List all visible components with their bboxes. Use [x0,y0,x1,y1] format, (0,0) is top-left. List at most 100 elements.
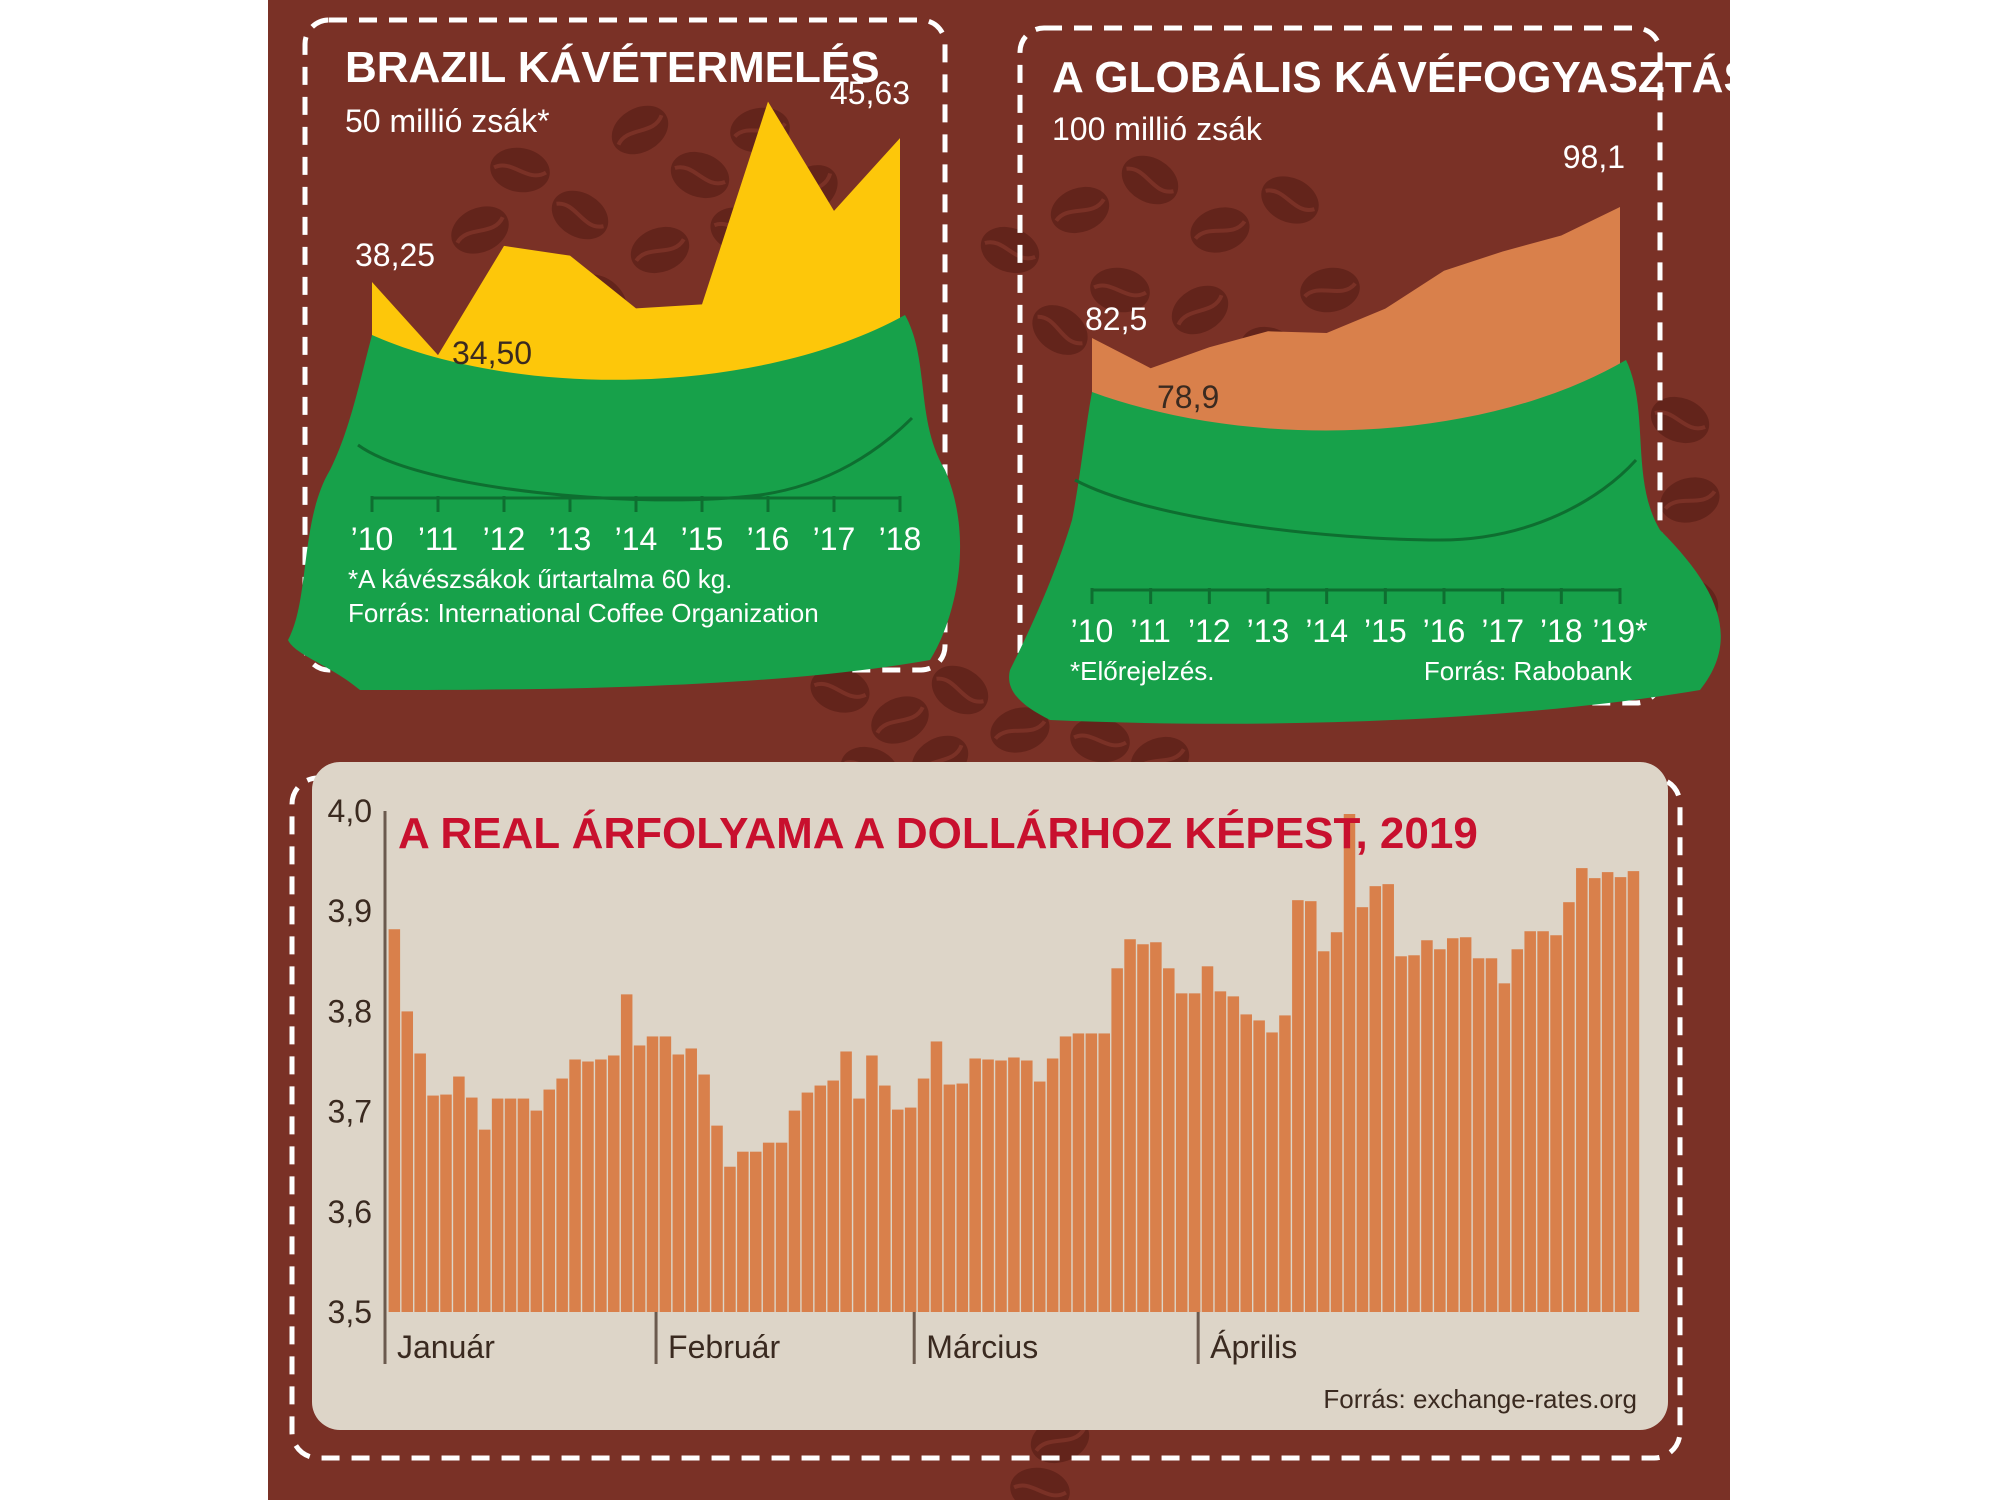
brazil-title: BRAZIL KÁVÉTERMELÉS [345,42,880,92]
bar [491,1098,504,1312]
bar [917,1078,930,1312]
x-tick-label: ’17 [813,521,856,557]
bar [1240,1014,1252,1312]
bar [440,1094,452,1312]
real-y-axis: 3,5 3,6 3,7 3,8 3,9 4,0 [328,793,387,1362]
bar [1137,944,1149,1312]
bar [1421,940,1433,1312]
x-tick-label: ’11 [418,521,458,557]
bar [969,1058,981,1312]
bar [453,1076,465,1312]
y-tick-label: 3,8 [328,993,372,1029]
bar [750,1151,762,1312]
bar [711,1125,723,1312]
bar [1279,1015,1291,1312]
bar [517,1098,530,1312]
bar [762,1142,775,1312]
coffee-bean [611,105,669,155]
month-label: Január [397,1329,495,1365]
bar [788,1110,801,1312]
bar [685,1048,697,1312]
coffee-bean [1032,305,1088,355]
bar [466,1097,478,1312]
coffee-bean [1190,207,1250,253]
bar [982,1059,994,1312]
bar [1330,932,1343,1312]
bar [1098,1033,1111,1312]
coffee-bean [1650,396,1710,444]
bar [1059,1036,1072,1312]
bar [827,1080,839,1312]
coffee-bean [1090,267,1150,313]
bar [1175,993,1188,1312]
global-x-axis: ’10 ’11 ’12 ’13 ’14 ’15 ’16 ’17 ’18’19* [1071,588,1648,649]
bar [1046,1058,1059,1312]
bar [1627,871,1640,1312]
coffee-bean [810,667,870,713]
bar [891,1109,904,1312]
bar [388,929,401,1312]
bar [582,1061,594,1312]
bar [1485,958,1498,1312]
bar [1292,900,1304,1312]
bar [1563,902,1575,1312]
real-chart-title: A REAL ÁRFOLYAMA A DOLLÁRHOZ KÉPEST, 201… [398,808,1478,858]
global-source: Forrás: Rabobank [1424,656,1633,686]
data-label: 34,50 [452,335,532,371]
bar [427,1095,439,1312]
x-tick-label: ’11 [1131,613,1171,649]
bar [801,1092,814,1312]
bar [775,1142,788,1312]
bar [1227,996,1240,1312]
global-sack-fold [1074,458,1638,542]
bar [1305,901,1317,1312]
coffee-bean [451,206,509,254]
bar [1008,1057,1020,1312]
bar [853,1098,865,1312]
bar [556,1078,568,1312]
x-tick-label: ’10 [351,521,394,557]
coffee-bean [980,226,1040,274]
bar [1317,951,1330,1312]
coffee-bean [1171,285,1229,335]
x-tick-label: ’10 [1071,613,1114,649]
x-tick-label: ’14 [1305,613,1348,649]
bar [1085,1033,1098,1312]
real-x-axis: Január Február Március Április [383,1312,1297,1365]
brazil-panel: BRAZIL KÁVÉTERMELÉS 50 millió zsák* ’10’… [288,17,961,690]
coffee-bean [1300,267,1360,313]
bar [1395,956,1407,1312]
bar [904,1107,917,1312]
bar [930,1041,943,1312]
bar [620,994,633,1312]
x-tick-label: ’19* [1592,613,1647,649]
bar [724,1166,736,1312]
bar [1343,814,1356,1312]
bar [1614,877,1627,1312]
coffee-bean [1050,186,1110,234]
bar [1033,1081,1046,1312]
bar [1524,931,1536,1312]
y-tick-label: 3,6 [328,1194,372,1230]
bar [504,1098,517,1312]
x-tick-label: ’13 [1247,613,1290,649]
bar [879,1085,891,1312]
global-subtitle: 100 millió zsák [1052,111,1263,147]
bar [1253,1020,1265,1312]
bar [1434,949,1446,1312]
coffee-bean [551,190,609,240]
bar [1576,868,1588,1312]
brazil-source: Forrás: International Coffee Organizatio… [348,598,819,628]
bar [608,1055,620,1312]
global-dashed-frame [1017,25,1663,706]
global-sack-shape [1009,360,1721,724]
month-label: Április [1210,1329,1297,1365]
month-label: Február [668,1329,780,1365]
x-tick-label: ’13 [549,521,592,557]
bar [595,1059,607,1312]
data-label: 78,9 [1157,379,1219,415]
y-tick-label: 3,9 [328,893,372,929]
bar [530,1110,543,1312]
x-tick-label: ’12 [1188,613,1231,649]
